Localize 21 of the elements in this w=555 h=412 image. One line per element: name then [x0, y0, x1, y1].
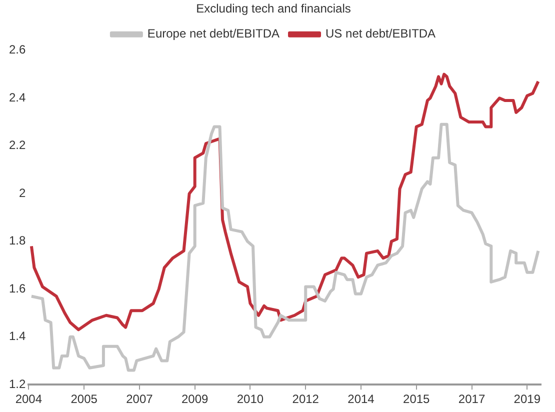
x-tick-label: 2014 [348, 392, 375, 406]
x-tick-label: 2009 [181, 392, 209, 406]
x-tick-label: 2012 [292, 392, 320, 406]
y-tick-label: 2.4 [8, 90, 26, 104]
x-tick-label: 2017 [458, 392, 486, 406]
legend-label: US net debt/EBITDA [326, 26, 436, 41]
x-tick-label: 2005 [70, 392, 98, 406]
y-tick-label: 2 [18, 186, 26, 200]
y-tick-label: 2.6 [8, 42, 26, 57]
chart-subtitle: Excluding tech and financials [196, 2, 351, 16]
y-tick-label: 1.8 [8, 234, 26, 248]
x-tick-label: 2004 [15, 392, 42, 406]
y-tick-label: 2.2 [8, 138, 26, 152]
x-tick-label: 2015 [403, 392, 430, 406]
legend-label: Europe net debt/EBITDA [147, 26, 280, 41]
x-tick-label: 2019 [514, 392, 541, 406]
y-tick-label: 1.6 [8, 281, 26, 296]
y-tick-label: 1.2 [8, 376, 26, 391]
x-tick-label: 2007 [126, 392, 154, 406]
y-tick-label: 1.4 [8, 329, 26, 344]
x-tick-label: 2010 [236, 392, 264, 406]
